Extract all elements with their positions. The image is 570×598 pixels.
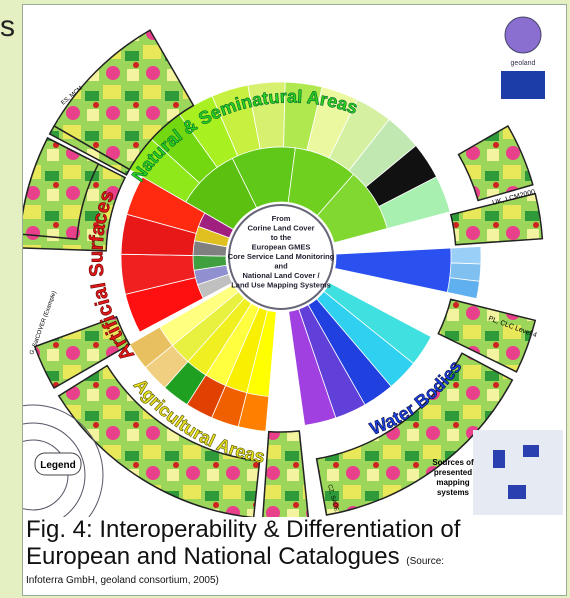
map-wedge	[437, 298, 537, 373]
map-wedge	[261, 430, 310, 520]
water-sector	[288, 308, 337, 426]
map-wedge	[449, 192, 544, 246]
map-wedge	[457, 124, 534, 202]
legend-box	[34, 452, 82, 476]
sources-note: mapping	[436, 478, 469, 487]
sources-note: presented	[434, 468, 472, 477]
source-text: Infoterra GmbH, geoland consortium, 2005…	[26, 575, 219, 586]
natural-inner	[316, 173, 388, 244]
center-text: Land Use Mapping Systems	[231, 281, 331, 290]
center-text: European GMES	[252, 243, 311, 252]
map-country	[508, 485, 526, 499]
sources-note: systems	[437, 488, 470, 497]
europe-map	[473, 430, 563, 515]
center-text: and	[274, 262, 288, 271]
map-country	[523, 445, 539, 457]
caption: Fig. 4: Interoperability & Differentiati…	[26, 516, 564, 586]
map-wedge	[19, 137, 100, 240]
map-wedge	[33, 315, 131, 390]
map-wedge	[48, 124, 131, 176]
center-text: National Land Cover /	[242, 271, 320, 280]
center-text: Core Service Land Monitoring	[228, 252, 335, 261]
caption-text: European and National Catalogues	[26, 543, 400, 570]
map-country	[493, 450, 505, 468]
water-band-codes	[450, 246, 482, 265]
logo-text: geoland	[511, 60, 536, 67]
center-circle	[228, 204, 334, 310]
map-wedge	[315, 352, 514, 516]
figure: From Corine Land Cover to the European GMES…	[0, 4, 567, 596]
water-band-codes	[446, 277, 480, 300]
sources-note: Sources of	[432, 458, 474, 467]
caption-line: Fig. 4: Interoperability & Differentiati…	[26, 516, 461, 543]
map-wedge	[57, 364, 261, 519]
center-text: Corine Land Cover	[247, 224, 314, 233]
artificial-inner	[197, 212, 234, 239]
cut-text: s	[0, 10, 15, 43]
logo-globe	[504, 16, 542, 54]
legend: Legend	[40, 460, 76, 471]
source-text: (Source:	[406, 556, 445, 567]
agricultural-outer	[128, 326, 174, 369]
caption-line: European and National Catalogues (Source…	[26, 543, 564, 575]
center-text: to the	[271, 233, 291, 242]
eu-flag	[501, 71, 545, 99]
map-wedge	[53, 29, 195, 171]
center-text: From	[272, 214, 291, 223]
